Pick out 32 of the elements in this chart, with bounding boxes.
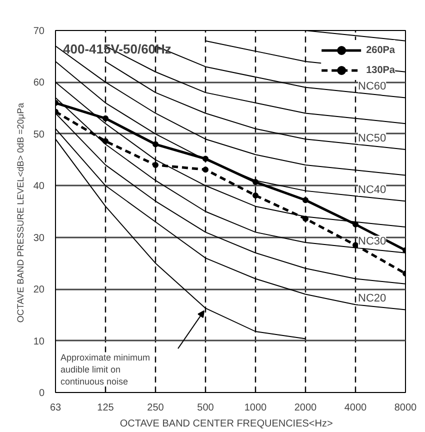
- annotation: Approximate minimum audible limit on continuous noise: [60, 352, 150, 386]
- point: [252, 192, 258, 198]
- x-tick-label: 1000: [244, 402, 268, 414]
- y-tick-label: 20: [33, 284, 45, 296]
- y-tick-label: 70: [33, 26, 45, 37]
- series-label: NC50: [358, 132, 386, 144]
- y-tick-label: 40: [33, 181, 45, 192]
- x-tick-label: 125: [97, 402, 114, 414]
- y-tick-label: 10: [33, 336, 45, 348]
- x-axis-title: OCTAVE BAND CENTER FREQUENCIES<Hz>: [120, 418, 333, 430]
- series-label: NC30: [358, 236, 386, 248]
- y-tick-label: 50: [33, 129, 45, 140]
- legend-label: 130Pa: [366, 64, 395, 76]
- y-tick-label: 30: [33, 232, 45, 244]
- y-tick-label: 0: [38, 388, 45, 399]
- x-tick-label: 250: [147, 402, 164, 414]
- x-tick-label: 63: [50, 402, 62, 414]
- x-tick-label: 2000: [294, 402, 318, 414]
- y-axis-title: OCTAVE BAND PRESSURE LEVEL<dB> 0dB =20μPa: [15, 102, 26, 323]
- point: [102, 115, 108, 122]
- series-label: NC60: [358, 80, 386, 93]
- point: [302, 197, 308, 204]
- x-tick-label: 500: [197, 402, 214, 414]
- point: [202, 166, 208, 173]
- point: [152, 162, 158, 168]
- point: [152, 141, 158, 148]
- x-tick-label: 4000: [344, 402, 368, 414]
- x-tick-label: 8000: [394, 402, 418, 414]
- legend-label: 260Pa: [366, 44, 395, 56]
- series-label: NC40: [358, 184, 386, 196]
- series-label: NC20: [358, 292, 386, 305]
- y-tick-label: 60: [33, 78, 45, 89]
